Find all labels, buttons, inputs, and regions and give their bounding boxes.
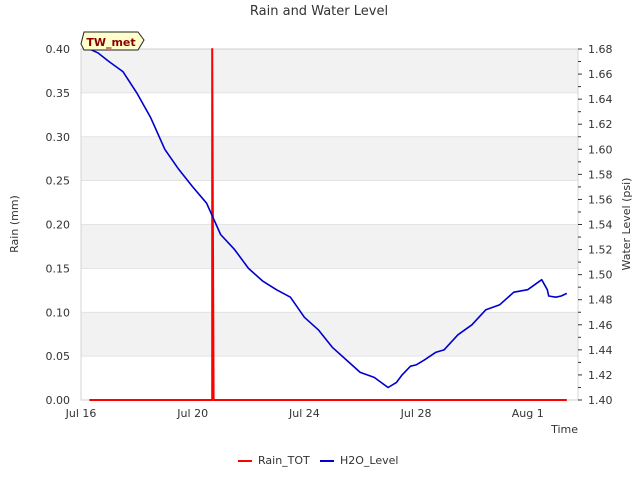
legend-label: H2O_Level: [340, 454, 398, 467]
y-tick-label-right: 1.56: [588, 193, 613, 206]
plot-background-bands: [81, 49, 578, 357]
y-tick-label-left: 0.05: [46, 350, 71, 363]
x-tick-label: Jul 24: [288, 407, 320, 420]
y-tick-label-left: 0.40: [46, 43, 71, 56]
legend: Rain_TOT H2O_Level: [238, 454, 398, 467]
y-tick-label-right: 1.52: [588, 244, 613, 257]
y-tick-label-right: 1.48: [588, 294, 613, 307]
legend-label: Rain_TOT: [258, 454, 310, 467]
y-tick-label-right: 1.58: [588, 168, 613, 181]
y-tick-label-right: 1.54: [588, 219, 613, 232]
y-tick-label-right: 1.62: [588, 118, 613, 131]
y-tick-label-right: 1.44: [588, 344, 613, 357]
y-tick-label-left: 0.20: [46, 219, 71, 232]
site-label: TW_met: [86, 36, 135, 49]
y-tick-label-left: 0.15: [46, 262, 71, 275]
left-axis-ticks: 0.00 0.05 0.10 0.15 0.20 0.25 0.30 0.35 0.40: [46, 43, 71, 407]
y-tick-label-right: 1.60: [588, 143, 613, 156]
y-tick-label-right: 1.50: [588, 269, 613, 282]
y-axis-label-left: Rain (mm): [8, 195, 21, 253]
y-tick-label-right: 1.66: [588, 68, 613, 81]
series-line-h2o-level: [89, 48, 568, 389]
x-tick-label: Aug 1: [512, 407, 544, 420]
x-axis-label: Time: [550, 423, 578, 436]
x-axis-ticks: Jul 16 Jul 20 Jul 24 Jul 28 Aug 1: [65, 407, 544, 420]
plot-band: [81, 136, 578, 181]
series-line-rain-tot: [89, 48, 567, 401]
y-tick-label-right: 1.40: [588, 394, 613, 407]
y-tick-label-right: 1.46: [588, 319, 613, 332]
site-label-box: TW_met: [80, 31, 145, 51]
site-label-background: [80, 31, 145, 51]
x-tick-label: Jul 28: [400, 407, 432, 420]
y-tick-label-left: 0.30: [46, 131, 71, 144]
y-tick-label-left: 0.10: [46, 306, 71, 319]
plot-band: [81, 224, 578, 269]
y-tick-label-right: 1.64: [588, 93, 613, 106]
right-axis-ticks: 1.40 1.42 1.44 1.46 1.48 1.50 1.52 1.54 1.56 1.58…: [578, 43, 613, 407]
x-tick-label: Jul 16: [65, 407, 97, 420]
plot-band: [81, 49, 578, 93]
x-tick-label: Jul 20: [176, 407, 208, 420]
y-tick-label-left: 0.35: [46, 87, 71, 100]
y-tick-label-left: 0.00: [46, 394, 71, 407]
series-layer: [89, 48, 568, 401]
chart-title: Rain and Water Level: [250, 4, 388, 19]
y-axis-label-right: Water Level (psi): [620, 178, 633, 271]
plot-band: [81, 312, 578, 357]
y-tick-label-right: 1.42: [588, 369, 613, 382]
y-tick-label-right: 1.68: [588, 43, 613, 56]
y-tick-label-left: 0.25: [46, 175, 71, 188]
